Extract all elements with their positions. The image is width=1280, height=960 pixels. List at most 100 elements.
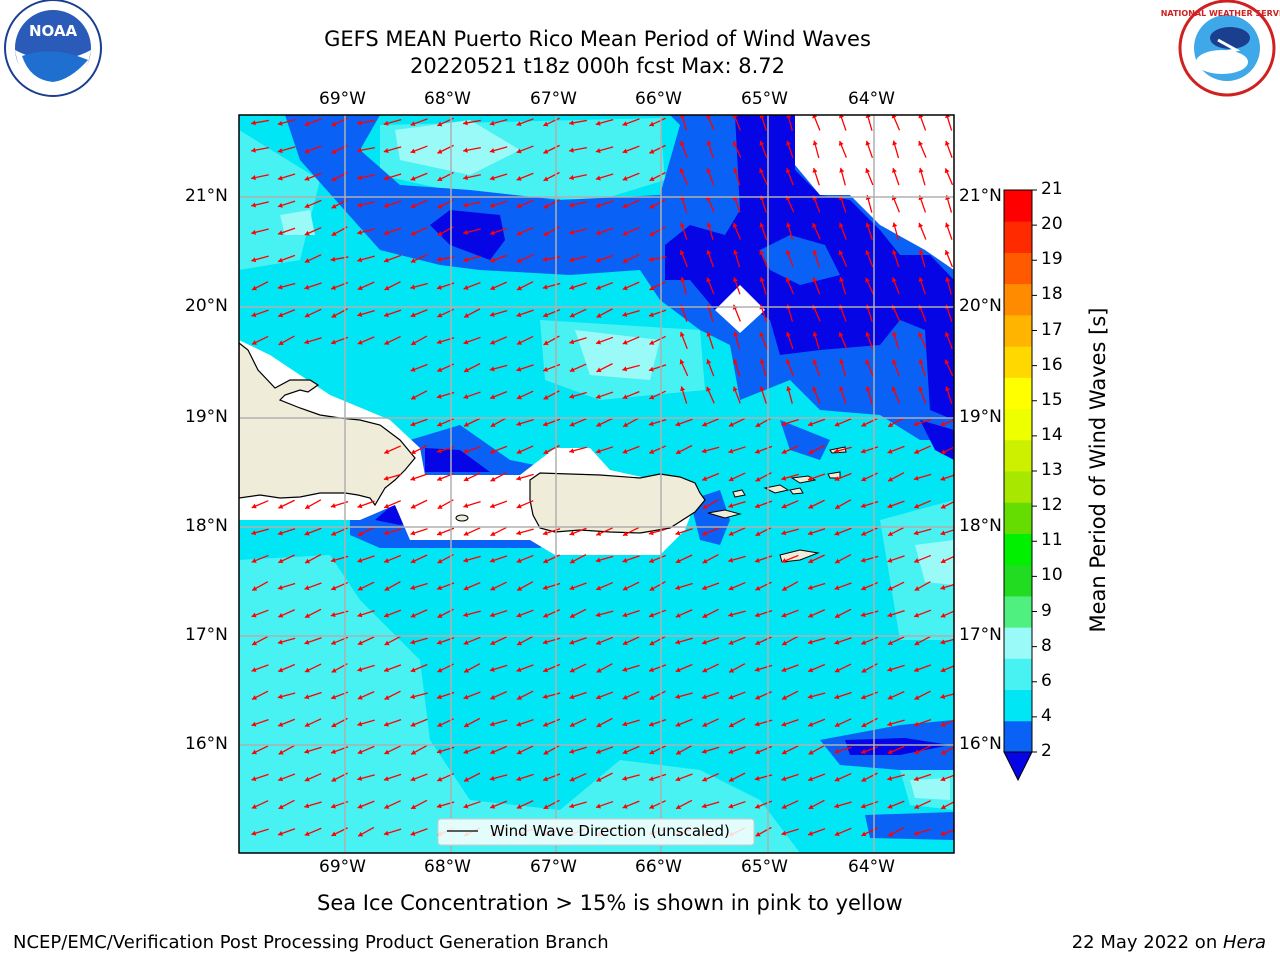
wave-direction-arrowhead	[701, 639, 707, 645]
wave-direction-arrowhead	[914, 449, 920, 454]
wave-direction-arrowhead	[913, 830, 919, 836]
wave-direction-arrowhead	[278, 558, 284, 564]
wave-direction-arrowhead	[733, 249, 739, 255]
direction-legend[interactable]	[437, 818, 755, 846]
lon-label-bottom-65w: 65°W	[741, 857, 788, 877]
wave-direction-arrowhead	[516, 175, 522, 181]
wave-direction-arrowhead	[680, 222, 685, 228]
wave-direction-arrowhead	[569, 448, 575, 454]
wave-direction-arrowhead	[383, 312, 389, 318]
wave-direction-arrowhead	[887, 585, 893, 591]
wave-direction-arrowhead	[357, 557, 363, 563]
wave-direction-arrowhead	[543, 203, 549, 209]
colorbar-segment	[1004, 564, 1032, 597]
wave-direction-arrowhead	[437, 312, 443, 318]
wave-direction-arrowhead	[543, 721, 549, 727]
wave-direction-arrowhead	[861, 668, 867, 673]
wave-direction-arrowhead	[835, 558, 841, 564]
wave-direction-arrowhead	[490, 339, 496, 345]
colorbar-tick-label: 10	[1041, 565, 1063, 586]
wave-direction-arrowhead	[887, 612, 893, 618]
wave-direction-arrowhead	[648, 530, 654, 536]
wave-direction-arrowhead	[357, 612, 363, 618]
wave-direction-arrowhead	[887, 503, 893, 509]
wave-direction-arrowhead	[729, 668, 735, 673]
lat-label-right-20n: 20°N	[959, 296, 1002, 316]
wave-direction-arrowhead	[675, 585, 681, 590]
wave-direction-arrowhead	[754, 557, 760, 563]
wave-direction-arrowhead	[834, 803, 840, 809]
wave-direction-arrowhead	[676, 804, 682, 809]
wave-direction-arrowhead	[945, 222, 950, 228]
wave-direction-arrowhead	[489, 612, 495, 618]
wave-direction-arrowhead	[277, 148, 283, 154]
wave-direction-arrowhead	[812, 331, 818, 337]
wave-direction-arrowhead	[251, 530, 257, 536]
wave-direction-arrowhead	[812, 249, 818, 255]
wave-direction-arrowhead	[941, 749, 947, 755]
wave-direction-arrowhead	[808, 804, 814, 809]
noaa-logo-text: NOAA	[29, 22, 78, 40]
wave-direction-arrowhead	[489, 557, 495, 563]
wave-direction-arrowhead	[861, 749, 866, 754]
colorbar-segment	[1004, 658, 1032, 691]
wave-direction-arrowhead	[940, 830, 946, 836]
wave-direction-arrowhead	[357, 257, 363, 263]
wave-direction-arrowhead	[812, 277, 818, 283]
wave-direction-arrowhead	[569, 530, 575, 536]
wave-direction-arrowhead	[516, 749, 522, 755]
wave-direction-arrowhead	[357, 694, 363, 700]
wave-direction-arrowhead	[622, 775, 628, 781]
wave-direction-arrowhead	[888, 422, 894, 427]
wave-direction-arrowhead	[331, 585, 337, 591]
wave-direction-arrowhead	[892, 168, 897, 173]
wave-direction-arrowhead	[304, 667, 310, 673]
wave-direction-arrowhead	[680, 386, 686, 392]
wave-direction-arrowhead	[278, 830, 283, 836]
wave-direction-arrowhead	[542, 585, 548, 590]
wave-direction-arrowhead	[436, 694, 442, 700]
wave-direction-arrowhead	[569, 229, 575, 235]
wave-direction-arrowhead	[940, 475, 946, 481]
wave-direction-arrowhead	[516, 530, 522, 536]
wave-direction-arrowhead	[755, 476, 761, 482]
wave-direction-arrowhead	[808, 830, 813, 836]
colorbar-segment	[1004, 439, 1032, 472]
wave-direction-arrowhead	[569, 393, 575, 399]
wave-direction-arrowhead	[887, 666, 893, 672]
wave-direction-arrowhead	[622, 694, 628, 700]
colorbar-segment	[1004, 190, 1032, 222]
wave-direction-arrowhead	[357, 503, 363, 509]
wave-direction-arrowhead	[733, 277, 738, 283]
wave-direction-arrowhead	[278, 340, 284, 345]
wave-direction-arrowhead	[410, 366, 416, 372]
lon-label-top-67w: 67°W	[530, 89, 577, 109]
wave-direction-arrowhead	[516, 667, 522, 673]
wave-direction-arrowhead	[834, 476, 840, 482]
wave-direction-arrowhead	[304, 258, 310, 263]
wave-direction-arrowhead	[728, 777, 734, 782]
colorbar-segment	[1004, 502, 1032, 534]
wave-direction-arrowhead	[383, 475, 389, 481]
wave-direction-arrowhead	[489, 721, 495, 727]
colorbar-tick-label: 8	[1041, 635, 1052, 656]
wave-direction-arrowhead	[463, 448, 469, 454]
wave-direction-arrowhead	[383, 175, 389, 181]
wave-direction-arrowhead	[543, 394, 549, 400]
wave-direction-arrowhead	[517, 640, 523, 646]
wave-direction-arrowhead	[675, 558, 681, 564]
wave-direction-arrowhead	[834, 530, 840, 536]
wave-direction-arrowhead	[861, 585, 867, 591]
wave-direction-arrowhead	[543, 558, 549, 564]
wave-direction-arrowhead	[463, 285, 469, 290]
colorbar-segment	[1004, 283, 1032, 316]
colorbar-segment	[1004, 314, 1032, 347]
wave-direction-arrowhead	[463, 777, 469, 782]
wave-direction-arrowhead	[357, 175, 362, 181]
wave-direction-arrowhead	[728, 612, 734, 618]
wave-direction-arrowhead	[649, 749, 655, 755]
wave-direction-arrowhead	[516, 258, 522, 263]
wave-direction-arrowhead	[675, 421, 681, 427]
wave-direction-arrowhead	[304, 613, 310, 618]
wave-direction-arrowhead	[913, 421, 919, 427]
